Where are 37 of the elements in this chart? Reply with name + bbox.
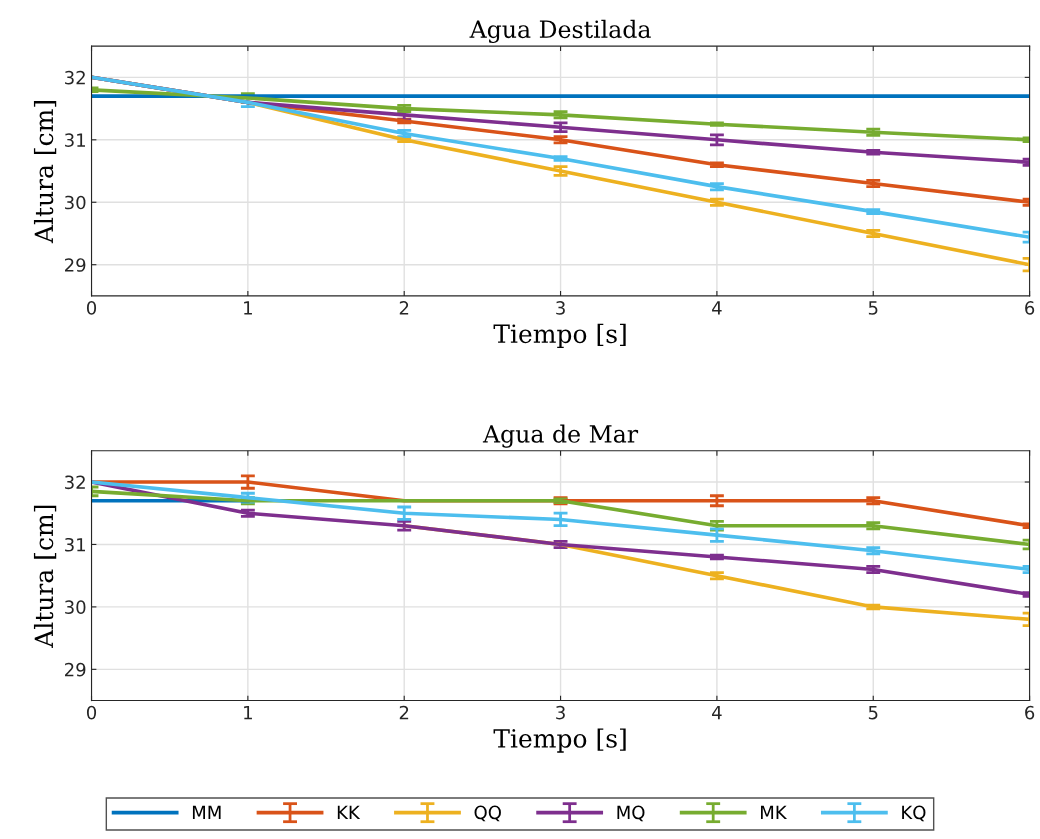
x-tick-label: 6 [1025,301,1035,315]
line-series [91,480,1030,572]
y-tick-label: 29 [65,258,86,272]
legend-label: MQ [617,805,645,822]
y-tick-label: 32 [65,70,85,85]
x-axis-title: Tiempo [s] [493,728,626,753]
x-tick-label: 1 [244,301,252,315]
y-tick-label: 31 [65,133,85,147]
x-tick-label: 4 [712,301,722,315]
legend-label: QQ [474,805,501,822]
line-series [91,489,1030,547]
x-tick-label: 4 [712,705,722,720]
y-tick-label: 31 [65,537,85,552]
legend-label: MM [192,805,221,819]
chart-title: Agua Destilada [469,19,651,44]
x-tick-label: 2 [399,705,409,720]
legend-label: MK [761,805,788,819]
x-tick-label: 0 [86,705,97,720]
x-tick-label: 1 [244,705,252,720]
x-tick-label: 5 [868,301,878,315]
y-tick-label: 30 [65,600,86,615]
y-axis-title: Altura [cm] [33,101,57,244]
x-tick-label: 6 [1025,705,1035,720]
x-tick-label: 2 [399,301,409,315]
x-tick-label: 3 [556,301,565,315]
x-tick-label: 5 [868,705,878,720]
y-axis-title: Altura [cm] [33,505,57,648]
x-axis-title: Tiempo [s] [493,323,626,349]
y-tick-label: 29 [65,662,86,677]
y-tick-label: 30 [65,195,86,210]
legend-label: KK [337,805,361,819]
chart-title: Agua de Mar [482,424,639,448]
x-tick-label: 0 [86,301,97,315]
y-tick-label: 32 [65,475,85,490]
x-tick-label: 3 [556,705,565,720]
legend-label: KQ [902,805,926,822]
line-series [91,88,1030,142]
